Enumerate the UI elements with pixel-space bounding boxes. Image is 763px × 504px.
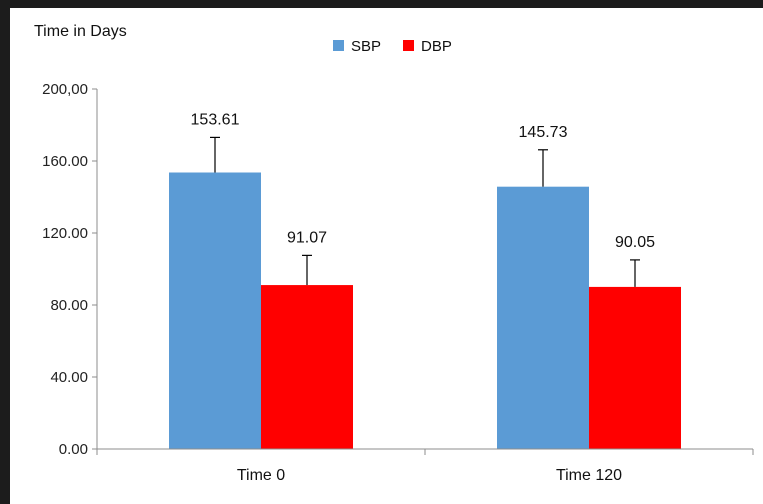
bar-dbp — [261, 285, 353, 449]
data-label-sbp: 153.61 — [191, 111, 240, 128]
bar-sbp — [497, 186, 589, 449]
bars: 153.61 91.07 145.73 90.05 — [169, 111, 681, 449]
bar-chart: Time in Days SBP DBP 0.00 40.00 80.00 120.0… — [34, 23, 754, 484]
legend: SBP DBP — [333, 38, 452, 55]
x-category-label: Time 0 — [237, 467, 285, 484]
y-tick-label: 80.00 — [50, 297, 88, 314]
chart-title: Time in Days — [34, 23, 127, 40]
y-tick-label: 160.00 — [42, 153, 88, 170]
y-tick-label: 120.00 — [42, 225, 88, 242]
legend-swatch-sbp — [333, 40, 344, 51]
bar-sbp — [169, 172, 261, 449]
data-label-dbp: 91.07 — [287, 229, 327, 246]
legend-label-sbp: SBP — [351, 38, 381, 55]
legend-label-dbp: DBP — [421, 38, 452, 55]
data-label-sbp: 145.73 — [519, 124, 568, 141]
chart-panel: Time in Days SBP DBP 0.00 40.00 80.00 120.0… — [10, 8, 763, 504]
data-label-dbp: 90.05 — [615, 234, 655, 251]
legend-swatch-dbp — [403, 40, 414, 51]
y-axis: 0.00 40.00 80.00 120.00 160.00 200,00 — [42, 81, 98, 458]
y-tick-label: 200,00 — [42, 81, 88, 98]
x-axis: Time 0 Time 120 — [96, 448, 754, 484]
bar-dbp — [589, 286, 681, 449]
x-category-label: Time 120 — [556, 467, 622, 484]
y-tick-label: 0.00 — [59, 441, 88, 458]
y-tick-label: 40.00 — [50, 369, 88, 386]
